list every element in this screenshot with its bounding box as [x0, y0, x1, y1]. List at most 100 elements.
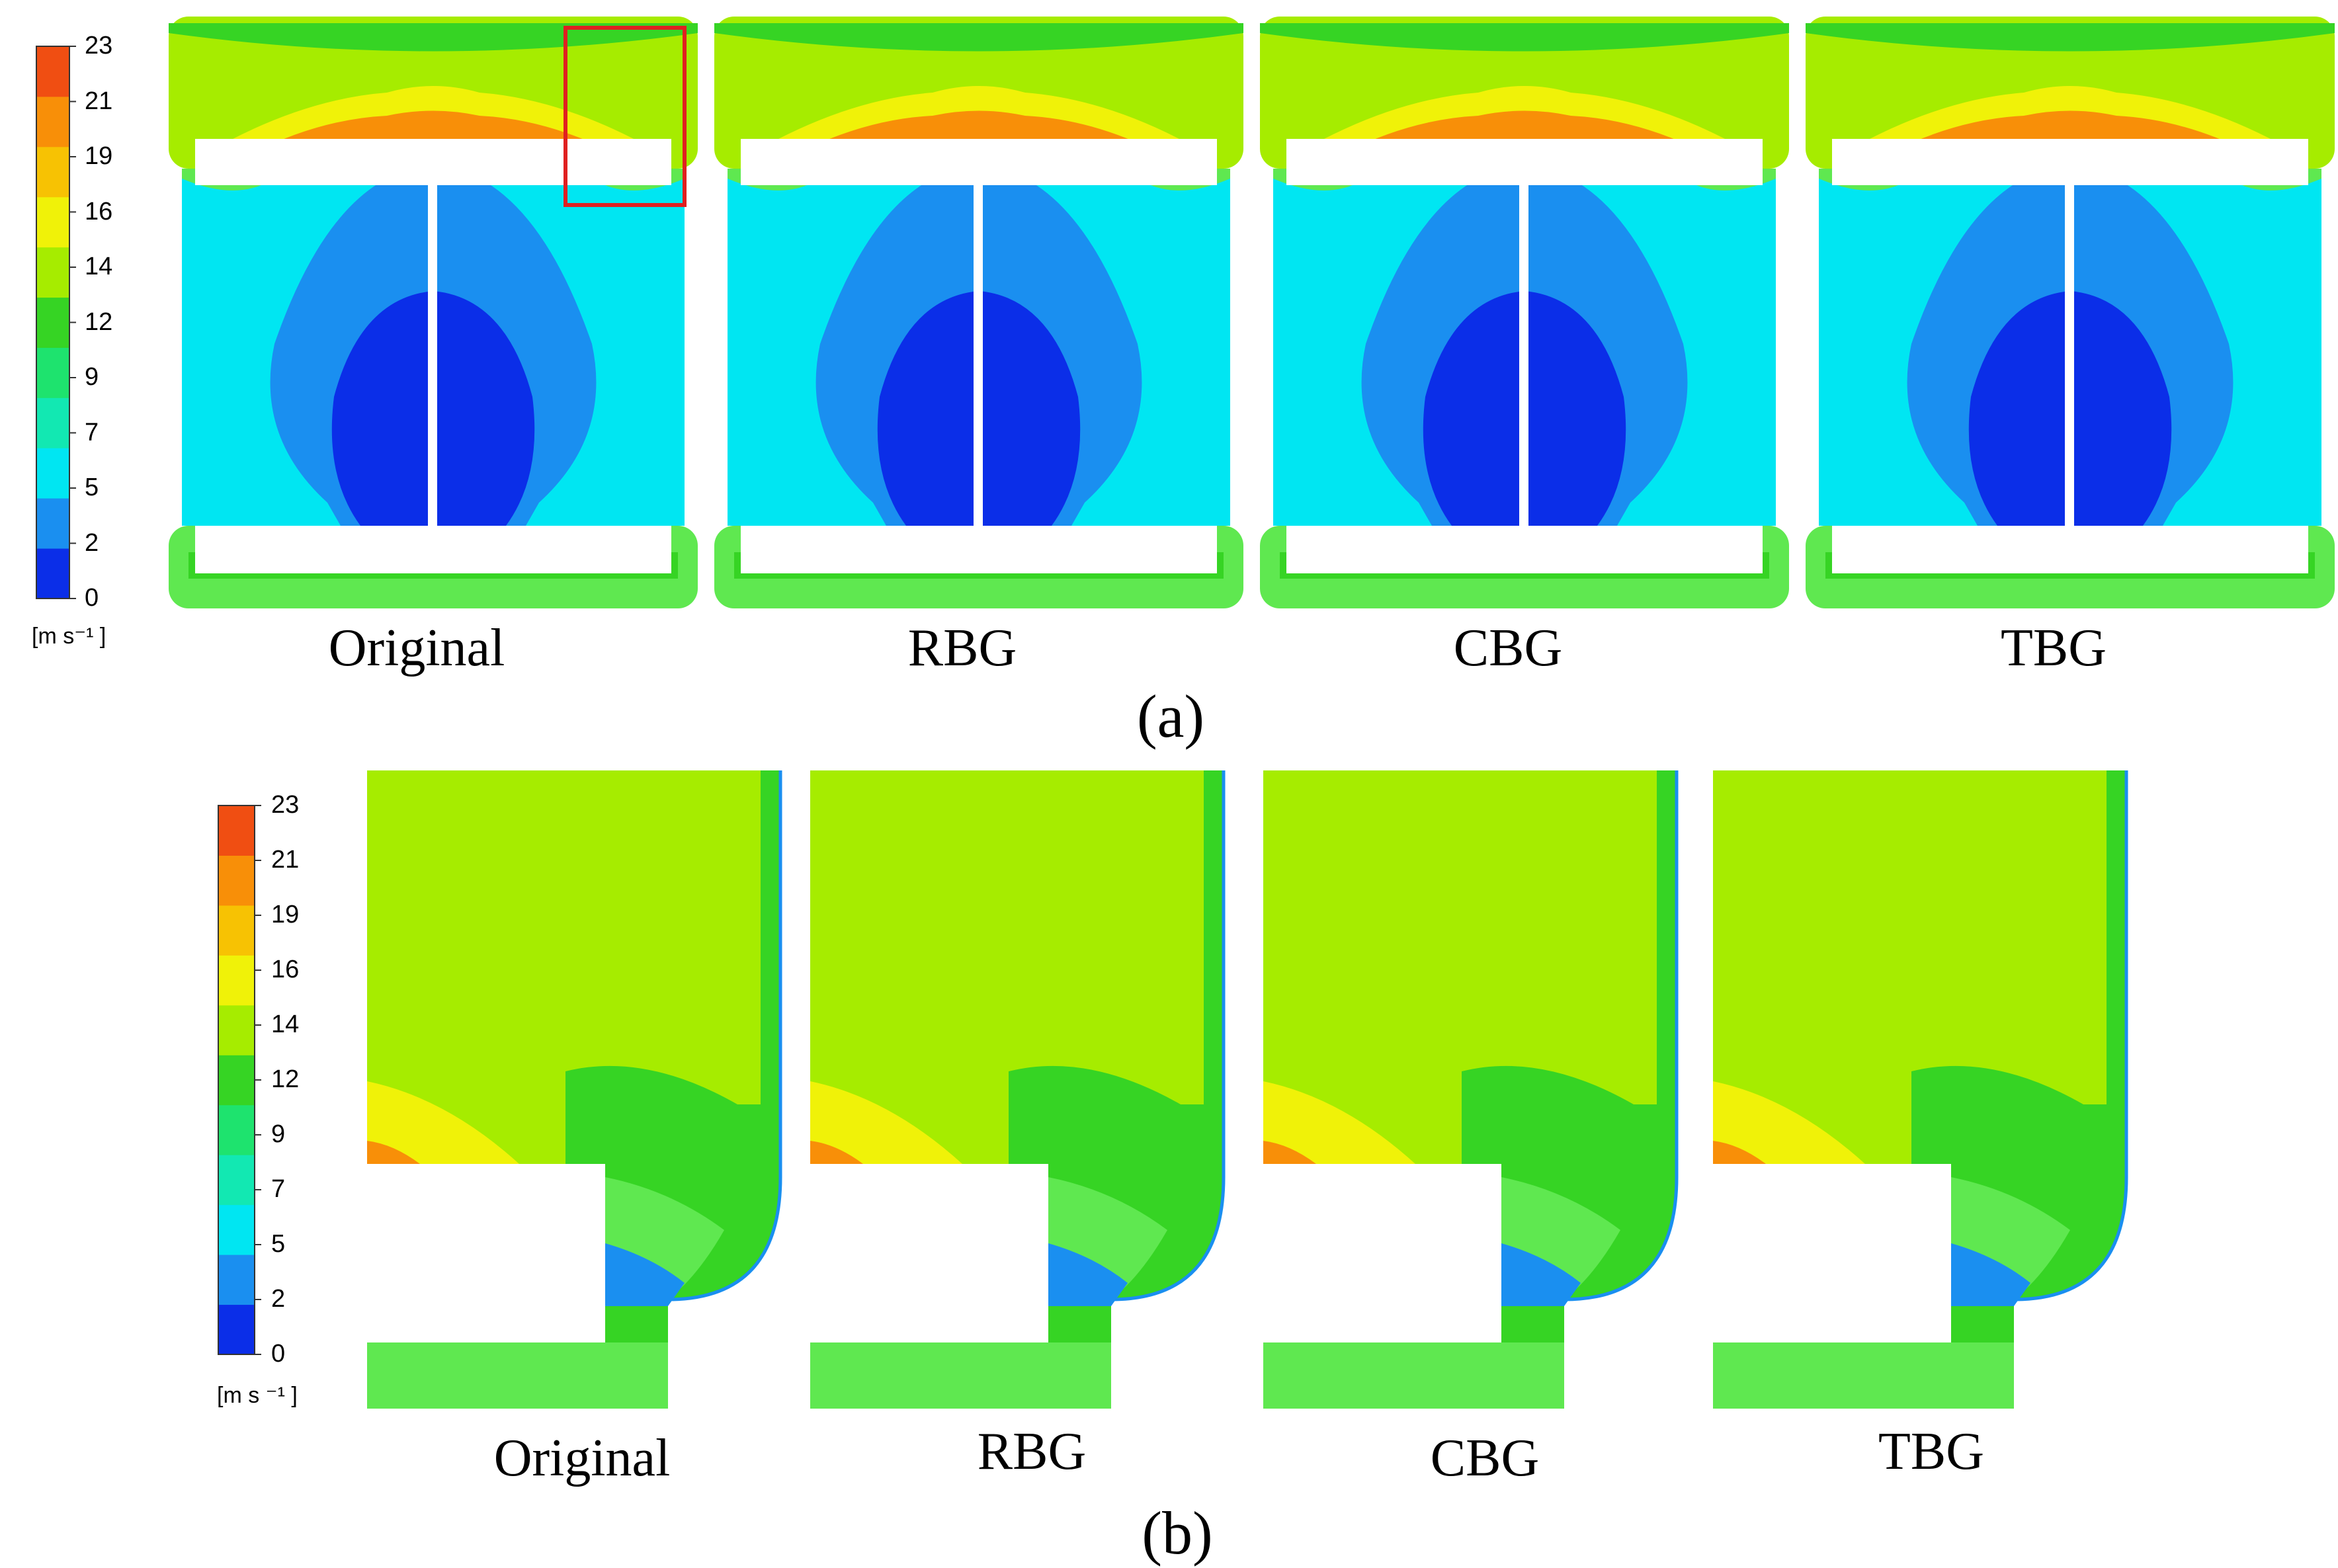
zoom-baffle — [1263, 1164, 1501, 1342]
panel-b-label: (b) — [1142, 1499, 1213, 1567]
zoom-blue-gap — [1028, 1243, 1128, 1306]
colorbar-b-tick-label: 23 — [271, 791, 300, 819]
top-baffle — [195, 139, 671, 185]
zoom-bottom — [1713, 1342, 2014, 1409]
colorbar-a-band-9 — [36, 96, 69, 147]
colorbar-b-tick-label: 2 — [271, 1285, 286, 1313]
central-shaft — [974, 172, 983, 526]
colorbar-b-band-3 — [218, 1155, 255, 1206]
colorbar-a-tick-label: 5 — [85, 474, 99, 501]
colorbar-a-band-10 — [36, 46, 69, 97]
zoom-yellow — [810, 1081, 962, 1164]
zoom-wall — [667, 770, 782, 1301]
colorbar-a-band-2 — [36, 448, 69, 499]
zoom-contour-2 — [1263, 770, 1679, 1409]
colorbar-b-band-2 — [218, 1204, 255, 1255]
panel-b-case-label-cbg: CBG — [1430, 1429, 1540, 1487]
colorbar-b-band-8 — [218, 905, 255, 956]
colorbar-a-band-0 — [36, 548, 69, 599]
colorbar-a-band-3 — [36, 397, 69, 448]
colorbar-a-band-7 — [36, 196, 69, 248]
bottom-baffle — [741, 526, 1217, 573]
central-shaft — [1519, 172, 1528, 526]
bottom-baffle — [195, 526, 671, 573]
zoom-orange — [367, 1141, 420, 1164]
top-chamber-edge — [1260, 23, 1789, 52]
panel-b-case-label-tbg: TBG — [1878, 1423, 1984, 1481]
zoom-orange — [1263, 1141, 1316, 1164]
colorbar-a-tick-label: 2 — [85, 528, 99, 557]
colorbar-b-tick-label: 21 — [271, 846, 300, 874]
panel-a-case-label-original: Original — [328, 619, 505, 677]
top-baffle — [1832, 139, 2308, 185]
vessel-contour-0 — [169, 17, 698, 608]
zoom-yellow — [1713, 1081, 1865, 1164]
colorbar-a-unit: [m s⁻¹ ] — [32, 624, 106, 649]
colorbar-a-tick-label: 23 — [85, 32, 113, 60]
colorbar-a-tick-label: 7 — [85, 418, 99, 446]
zoom-baffle — [810, 1164, 1048, 1342]
zoom-baffle — [367, 1164, 605, 1342]
zoom-orange — [1713, 1141, 1766, 1164]
colorbar-b-tick-label: 5 — [271, 1230, 286, 1258]
colorbar-b-band-5 — [218, 1055, 255, 1106]
vessel-contour-1 — [714, 17, 1243, 608]
panel-a-case-label-cbg: CBG — [1453, 619, 1563, 677]
bottom-baffle — [1286, 526, 1763, 573]
zoom-bottom — [1263, 1342, 1564, 1409]
top-chamber-edge — [1806, 23, 2335, 52]
zoom-blue-gap — [585, 1243, 685, 1306]
top-baffle — [1286, 139, 1763, 185]
colorbar-a-band-8 — [36, 146, 69, 198]
zoom-wall — [2013, 770, 2128, 1301]
zoom-bottom — [367, 1342, 668, 1409]
colorbar-b-unit: [m s ⁻¹ ] — [217, 1383, 298, 1408]
colorbar-b-band-4 — [218, 1104, 255, 1155]
central-shaft — [428, 172, 437, 526]
zoom-orange — [810, 1141, 863, 1164]
zoom-blue-gap — [1482, 1243, 1581, 1306]
zoom-contour-3 — [1713, 770, 2128, 1409]
panel-a-label: (a) — [1136, 682, 1205, 750]
colorbar-a-tick-label: 0 — [85, 584, 99, 612]
colorbar-a-tick-label: 19 — [85, 142, 113, 170]
zoom-blue-gap — [1931, 1243, 2030, 1306]
colorbar-a-tick-label: 14 — [85, 253, 113, 280]
colorbar-b-band-0 — [218, 1304, 255, 1355]
bottom-baffle — [1832, 526, 2308, 573]
colorbar-a-tick-label: 12 — [85, 308, 113, 336]
vessel-contour-3 — [1806, 17, 2335, 608]
colorbar-b-tick-label: 0 — [271, 1340, 286, 1368]
zoom-contour-1 — [810, 770, 1226, 1409]
zoom-yellow — [1263, 1081, 1415, 1164]
panel-a-case-label-tbg: TBG — [2001, 619, 2107, 677]
colorbar-a-band-1 — [36, 498, 69, 549]
colorbar-b-band-10 — [218, 805, 255, 856]
panel-a-case-label-rbg: RBG — [907, 619, 1017, 677]
panel-b-case-label-rbg: RBG — [977, 1423, 1087, 1481]
vessel-contour-2 — [1260, 17, 1789, 608]
colorbar-b-band-1 — [218, 1255, 255, 1305]
colorbar-b-band-7 — [218, 955, 255, 1006]
colorbar-b — [218, 805, 261, 1355]
colorbar-b-band-9 — [218, 855, 255, 906]
colorbar-a-tick-label: 21 — [85, 87, 113, 115]
highlight-box — [564, 26, 687, 207]
colorbar-b-tick-label: 12 — [271, 1065, 300, 1093]
colorbar-a-band-6 — [36, 247, 69, 298]
zoom-baffle — [1713, 1164, 1951, 1342]
panel-b-case-label-original: Original — [493, 1429, 671, 1487]
central-shaft — [2065, 172, 2074, 526]
colorbar-a-band-4 — [36, 347, 69, 398]
colorbar-b-tick-label: 19 — [271, 901, 300, 928]
zoom-yellow — [367, 1081, 519, 1164]
colorbar-a — [36, 46, 76, 599]
colorbar-b-band-6 — [218, 1005, 255, 1055]
colorbar-b-tick-label: 14 — [271, 1011, 300, 1038]
colorbar-b-tick-label: 9 — [271, 1120, 286, 1148]
colorbar-a-tick-label: 9 — [85, 363, 99, 391]
colorbar-a-tick-label: 16 — [85, 197, 113, 226]
zoom-bottom — [810, 1342, 1111, 1409]
